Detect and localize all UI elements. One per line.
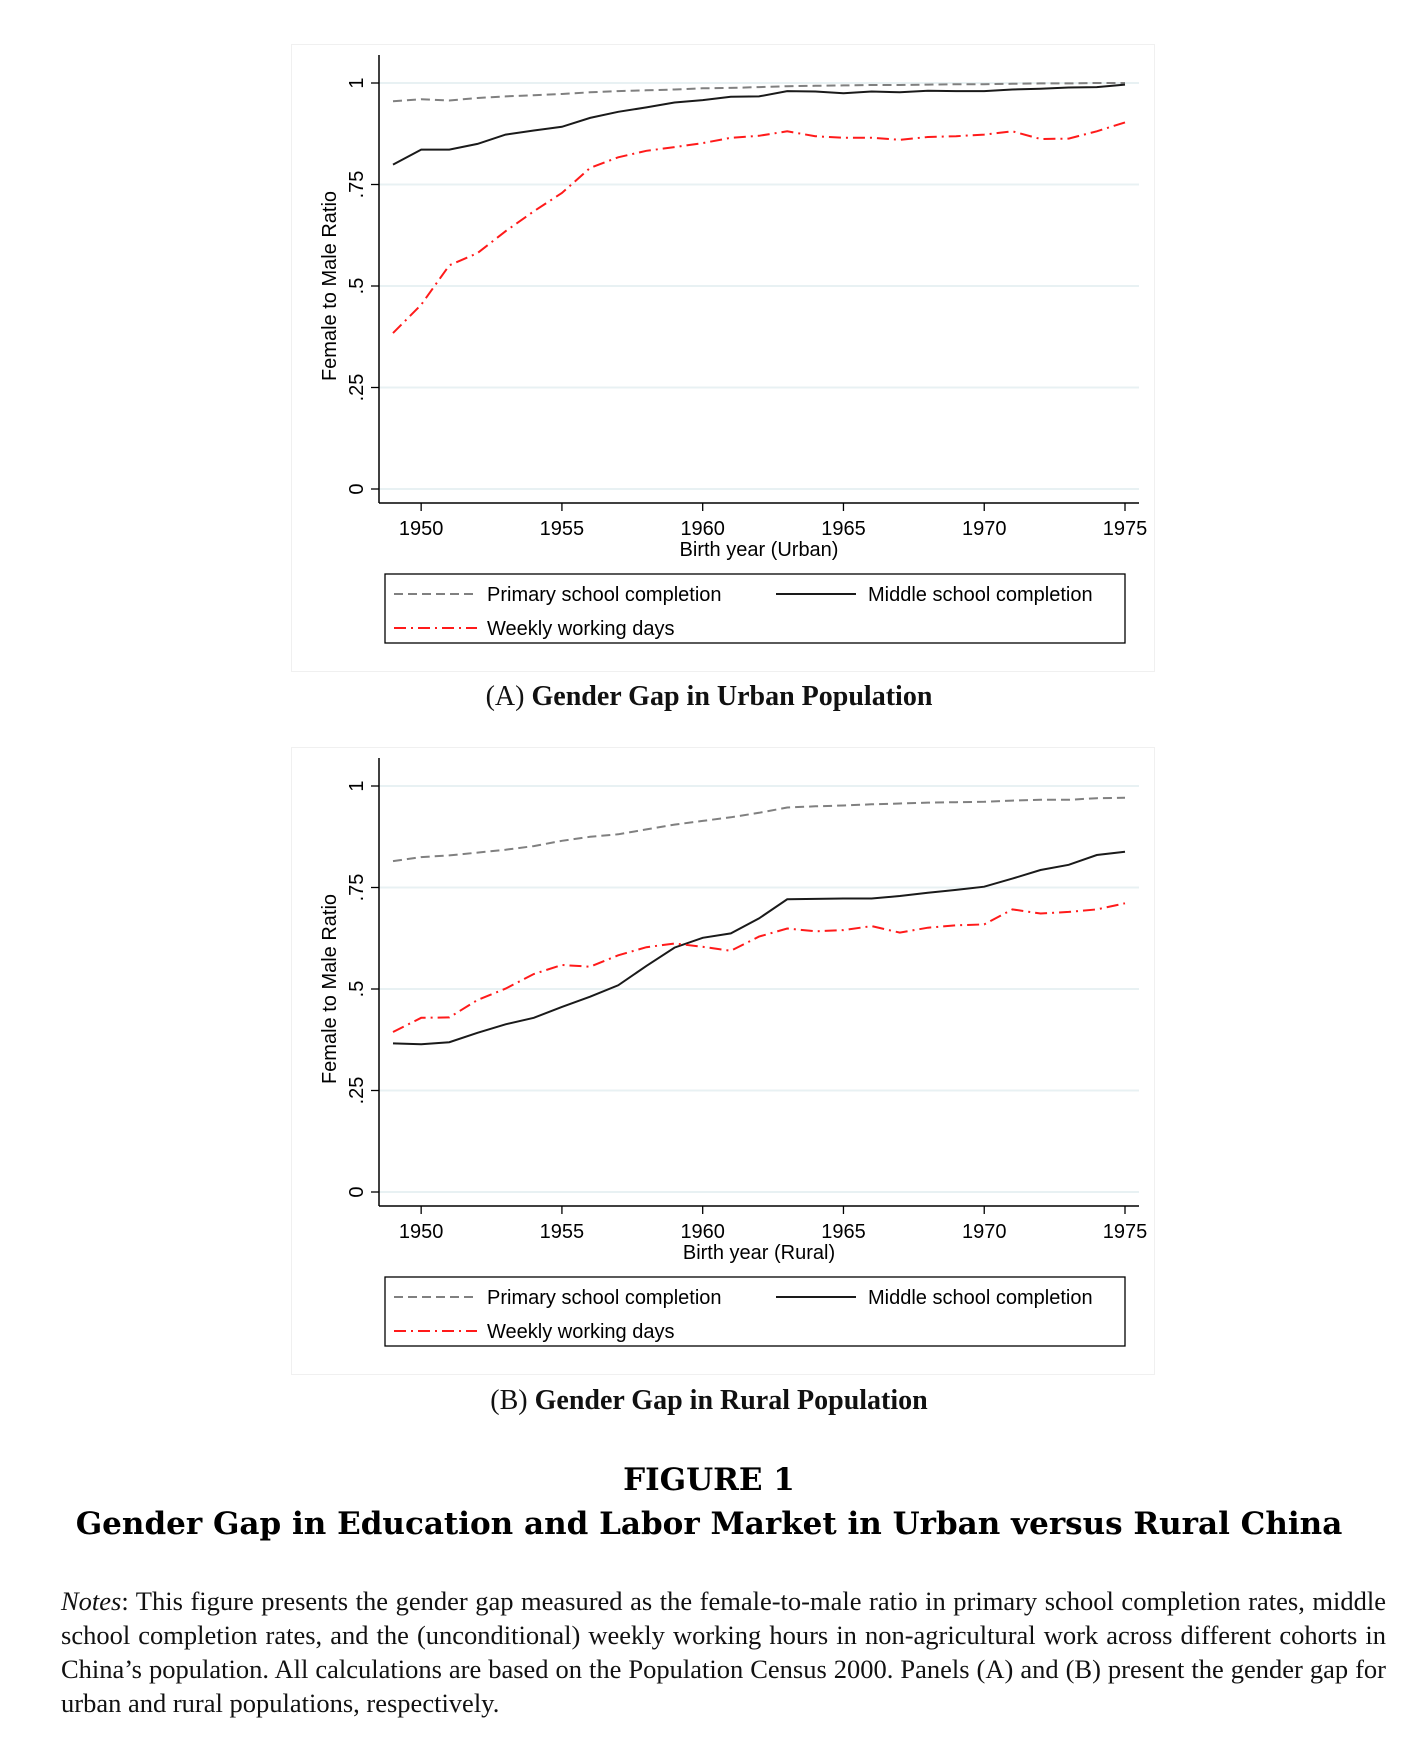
series-line-primary-school-completion (392, 796, 1126, 863)
x-tick-label: 1955 (540, 518, 585, 540)
y-tick-label: 0 (346, 483, 368, 494)
y-tick-label: 0 (346, 1186, 368, 1197)
panel-b-caption-text: Gender Gap in Rural Population (534, 1385, 928, 1416)
series-line-middle-school-completion (392, 850, 1126, 1046)
series-line-primary-school-completion (392, 82, 1125, 103)
legend-label: Weekly working days (487, 618, 674, 640)
x-tick-label: 1965 (821, 1221, 866, 1243)
x-axis-title: Birth year (Rural) (683, 1242, 835, 1264)
y-tick-label: 1 (346, 77, 368, 88)
x-tick-label: 1970 (962, 1221, 1007, 1243)
legend: Primary school completion Middle school c… (384, 1276, 1126, 1347)
notes-label: Notes (61, 1586, 122, 1616)
x-tick-label: 1975 (1103, 1221, 1148, 1243)
x-tick-label: 1950 (399, 518, 444, 540)
panel-b-label: (B) (490, 1385, 528, 1416)
panel-a-label: (A) (485, 681, 525, 712)
chart-svg: 0 .25 .5 .75 1 1950 1955 1960 1965 1970 1975 Birth … (319, 758, 1148, 1347)
panel-a-caption-text: Gender Gap in Urban Population (531, 681, 933, 712)
y-tick-label: .75 (346, 171, 368, 199)
x-axis-title: Birth year (Urban) (680, 539, 839, 561)
legend-box (384, 573, 1126, 644)
panel-a-chart: 0 .25 .5 .75 1 1950 1955 1960 1965 1970 1975 Birth … (291, 44, 1155, 672)
legend-label: Primary school completion (487, 584, 722, 606)
legend-box (384, 1276, 1126, 1347)
y-tick-label: .25 (346, 1077, 368, 1105)
y-tick-label: 1 (346, 780, 368, 791)
panel-b-caption: (B) Gender Gap in Rural Population (0, 1385, 1418, 1417)
legend-label: Middle school completion (868, 1287, 1093, 1309)
y-axis-title: Female to Male Ratio (319, 191, 341, 381)
figure-title: Gender Gap in Education and Labor Market… (75, 1506, 1343, 1542)
figure-notes: Notes: This figure presents the gender g… (61, 1584, 1386, 1720)
x-tick-label: 1970 (962, 518, 1007, 540)
x-tick-label: 1975 (1103, 518, 1148, 540)
legend-label: Weekly working days (487, 1321, 674, 1343)
y-tick-label: .5 (346, 981, 368, 998)
legend: Primary school completion Middle school c… (384, 573, 1126, 644)
notes-text: : This figure presents the gender gap me… (61, 1586, 1386, 1718)
figure-number: FIGURE 1 (623, 1462, 795, 1498)
y-tick-label: .25 (346, 374, 368, 402)
x-tick-label: 1950 (399, 1221, 444, 1243)
x-tick-label: 1965 (821, 518, 866, 540)
series-line-weekly-working-days (392, 121, 1126, 334)
x-tick-label: 1960 (680, 518, 725, 540)
panel-a-caption: (A) Gender Gap in Urban Population (0, 681, 1418, 713)
y-axis-title: Female to Male Ratio (319, 894, 341, 1084)
legend-label: Middle school completion (868, 584, 1093, 606)
series-line-weekly-working-days (392, 902, 1126, 1033)
y-tick-label: .75 (346, 874, 368, 902)
y-tick-label: .5 (346, 278, 368, 295)
series-line-middle-school-completion (392, 83, 1126, 166)
panel-b-chart: 0 .25 .5 .75 1 1950 1955 1960 1965 1970 1975 Birth … (291, 747, 1155, 1375)
x-tick-label: 1960 (680, 1221, 725, 1243)
x-tick-label: 1955 (540, 1221, 585, 1243)
legend-label: Primary school completion (487, 1287, 722, 1309)
chart-svg: 0 .25 .5 .75 1 1950 1955 1960 1965 1970 1975 Birth … (319, 55, 1148, 644)
